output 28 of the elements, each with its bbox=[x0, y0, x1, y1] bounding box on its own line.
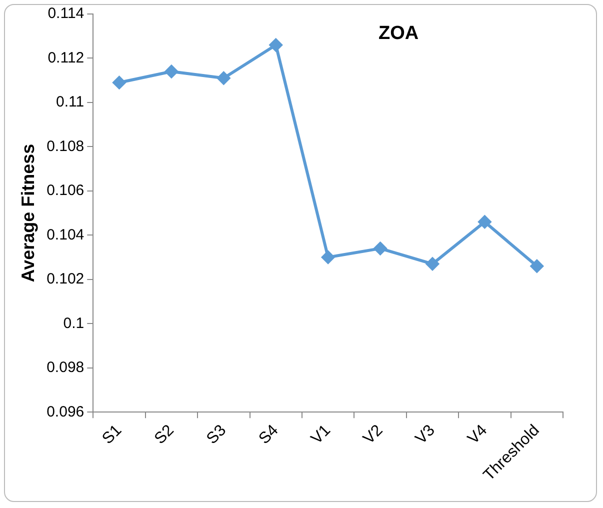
point bbox=[112, 76, 126, 90]
x-tick-label: V3 bbox=[412, 422, 438, 448]
point bbox=[478, 215, 492, 228]
x-tick-label: S4 bbox=[256, 422, 282, 448]
y-tick-label: 0.114 bbox=[48, 5, 84, 22]
x-tick-label: S1 bbox=[99, 422, 126, 448]
y-tick-label: 0.108 bbox=[46, 138, 84, 155]
x-tick-label: S3 bbox=[204, 422, 230, 448]
x-tick-label: V2 bbox=[360, 422, 386, 448]
point bbox=[530, 260, 544, 273]
y-tick-label: 0.104 bbox=[46, 226, 84, 244]
y-tick-label: 0.1 bbox=[63, 314, 84, 332]
y-tick-label: 0.106 bbox=[46, 182, 84, 200]
point bbox=[217, 72, 230, 85]
point bbox=[269, 38, 282, 52]
point bbox=[374, 242, 387, 255]
x-tick-label: V1 bbox=[308, 422, 334, 448]
y-tick-label: 0.11 bbox=[56, 94, 84, 111]
y-axis-title: Average Fitness bbox=[18, 144, 38, 282]
y-tick-label: 0.098 bbox=[46, 359, 84, 376]
point bbox=[164, 65, 178, 78]
text: ZOA bbox=[378, 23, 419, 44]
y-tick-label: 0.102 bbox=[46, 270, 84, 288]
y-tick-label: 0.112 bbox=[48, 49, 84, 66]
y-tick-label: 0.096 bbox=[46, 403, 84, 420]
point bbox=[426, 257, 439, 270]
x-tick-label: S2 bbox=[152, 422, 178, 448]
point bbox=[322, 250, 335, 264]
